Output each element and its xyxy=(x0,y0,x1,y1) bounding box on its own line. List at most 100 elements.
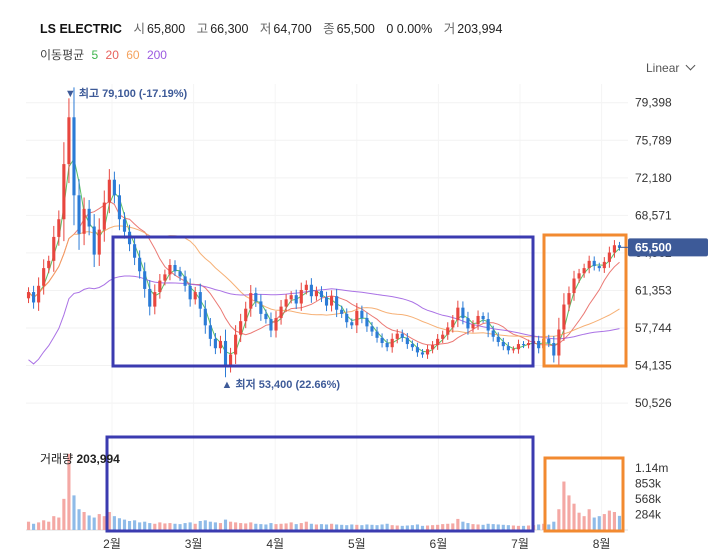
ma-line-60 xyxy=(28,225,620,338)
candle-body xyxy=(537,340,541,349)
candle-body xyxy=(385,343,389,348)
volume-bar xyxy=(441,524,445,530)
candle-body xyxy=(511,349,515,351)
volume-bar xyxy=(47,521,51,530)
candle-body xyxy=(183,276,187,286)
volume-bar xyxy=(562,481,566,530)
ma-period-60[interactable]: 60 xyxy=(126,48,140,62)
scale-dropdown[interactable]: Linear xyxy=(646,60,696,75)
volume-bar xyxy=(592,517,596,530)
candle-body xyxy=(107,179,111,203)
volume-bar xyxy=(431,525,435,530)
candle-body xyxy=(133,244,137,258)
candle-body xyxy=(294,295,298,304)
candle-body xyxy=(97,229,101,255)
volume-bar xyxy=(521,525,526,530)
candle-body xyxy=(415,347,420,353)
volume-bar xyxy=(380,524,384,530)
volume-bar xyxy=(127,521,132,530)
candle-body xyxy=(491,330,495,337)
ma-period-20[interactable]: 20 xyxy=(105,48,119,62)
volume-bar xyxy=(506,525,510,530)
candle-body xyxy=(158,280,162,293)
candle-body xyxy=(516,344,521,350)
volume-bar xyxy=(178,524,182,530)
volume-bar xyxy=(249,522,253,530)
volume-bar xyxy=(122,519,127,530)
volume-bar xyxy=(582,516,586,530)
change-value: 0 0.00% xyxy=(386,22,433,36)
candle-body xyxy=(405,337,409,345)
low-label: 저 xyxy=(259,22,272,36)
candle-body xyxy=(436,338,440,346)
volume-bar xyxy=(133,520,137,530)
volume-bar xyxy=(557,509,561,530)
volume-bar xyxy=(587,509,591,530)
volume-bar xyxy=(117,518,122,530)
candle-body xyxy=(193,292,197,300)
volume-bar xyxy=(501,524,505,530)
x-tick-label: 4월 xyxy=(266,537,284,551)
volume-bar xyxy=(547,524,551,530)
volume-bar xyxy=(476,524,480,530)
volume-bar xyxy=(279,523,283,530)
candle-body xyxy=(178,271,182,277)
volume-bar xyxy=(309,523,313,530)
candle-body xyxy=(26,292,31,299)
volume-bar xyxy=(213,522,217,530)
candle-body xyxy=(380,337,384,344)
candle-body xyxy=(597,266,601,269)
highlight-box-blue-price xyxy=(111,235,535,368)
candle-body xyxy=(486,319,490,331)
volume-bar xyxy=(330,523,334,530)
candle-body xyxy=(208,325,212,339)
x-tick-label: 8월 xyxy=(593,537,611,551)
candle-body xyxy=(607,252,611,262)
volume-bar xyxy=(436,524,440,530)
volume-bar xyxy=(395,525,399,530)
candle-body xyxy=(223,340,228,366)
candlesticks xyxy=(26,87,622,378)
volume-tick-label: 568k xyxy=(635,492,662,506)
volume-bar xyxy=(425,525,430,530)
candle-body xyxy=(350,322,354,326)
candle-body xyxy=(572,278,576,294)
candle-body xyxy=(562,304,566,330)
candle-body xyxy=(37,285,41,303)
candle-body xyxy=(552,343,556,356)
volume-bar xyxy=(299,523,303,530)
candle-body xyxy=(471,324,475,329)
candle-body xyxy=(345,313,349,323)
candle-body xyxy=(567,293,571,305)
volume-bar xyxy=(370,524,374,530)
candle-body xyxy=(425,349,430,355)
volume-bar xyxy=(410,525,414,530)
volume-bar xyxy=(314,524,318,530)
candle-body xyxy=(319,291,324,298)
price-header: LS ELECTRIC 시 65,800 고 66,300 저 64,700 종 65,… xyxy=(40,18,510,37)
candle-body xyxy=(218,340,223,349)
y-tick-label: 75,789 xyxy=(635,133,672,147)
volume-value: 203,994 xyxy=(457,22,503,36)
candle-body xyxy=(557,329,561,356)
volume-bar xyxy=(496,524,500,530)
ma-period-200[interactable]: 200 xyxy=(146,48,167,62)
volume-bar xyxy=(537,524,541,530)
candle-body xyxy=(52,236,56,261)
candle-body xyxy=(173,265,177,272)
candle-body xyxy=(456,307,460,321)
volume-panel-label: 거래량 203,994 xyxy=(40,450,120,467)
candle-body xyxy=(501,341,505,347)
candle-body xyxy=(304,284,308,290)
candle-body xyxy=(617,245,622,248)
candle-body xyxy=(461,307,465,319)
volume-bar xyxy=(264,524,268,530)
y-tick-label: 61,353 xyxy=(635,283,672,297)
ma-period-5[interactable]: 5 xyxy=(91,48,99,62)
candle-body xyxy=(451,320,455,328)
volume-bar xyxy=(345,525,349,530)
volume-bar xyxy=(335,524,339,530)
candle-body xyxy=(395,333,399,339)
candle-body xyxy=(284,299,288,307)
